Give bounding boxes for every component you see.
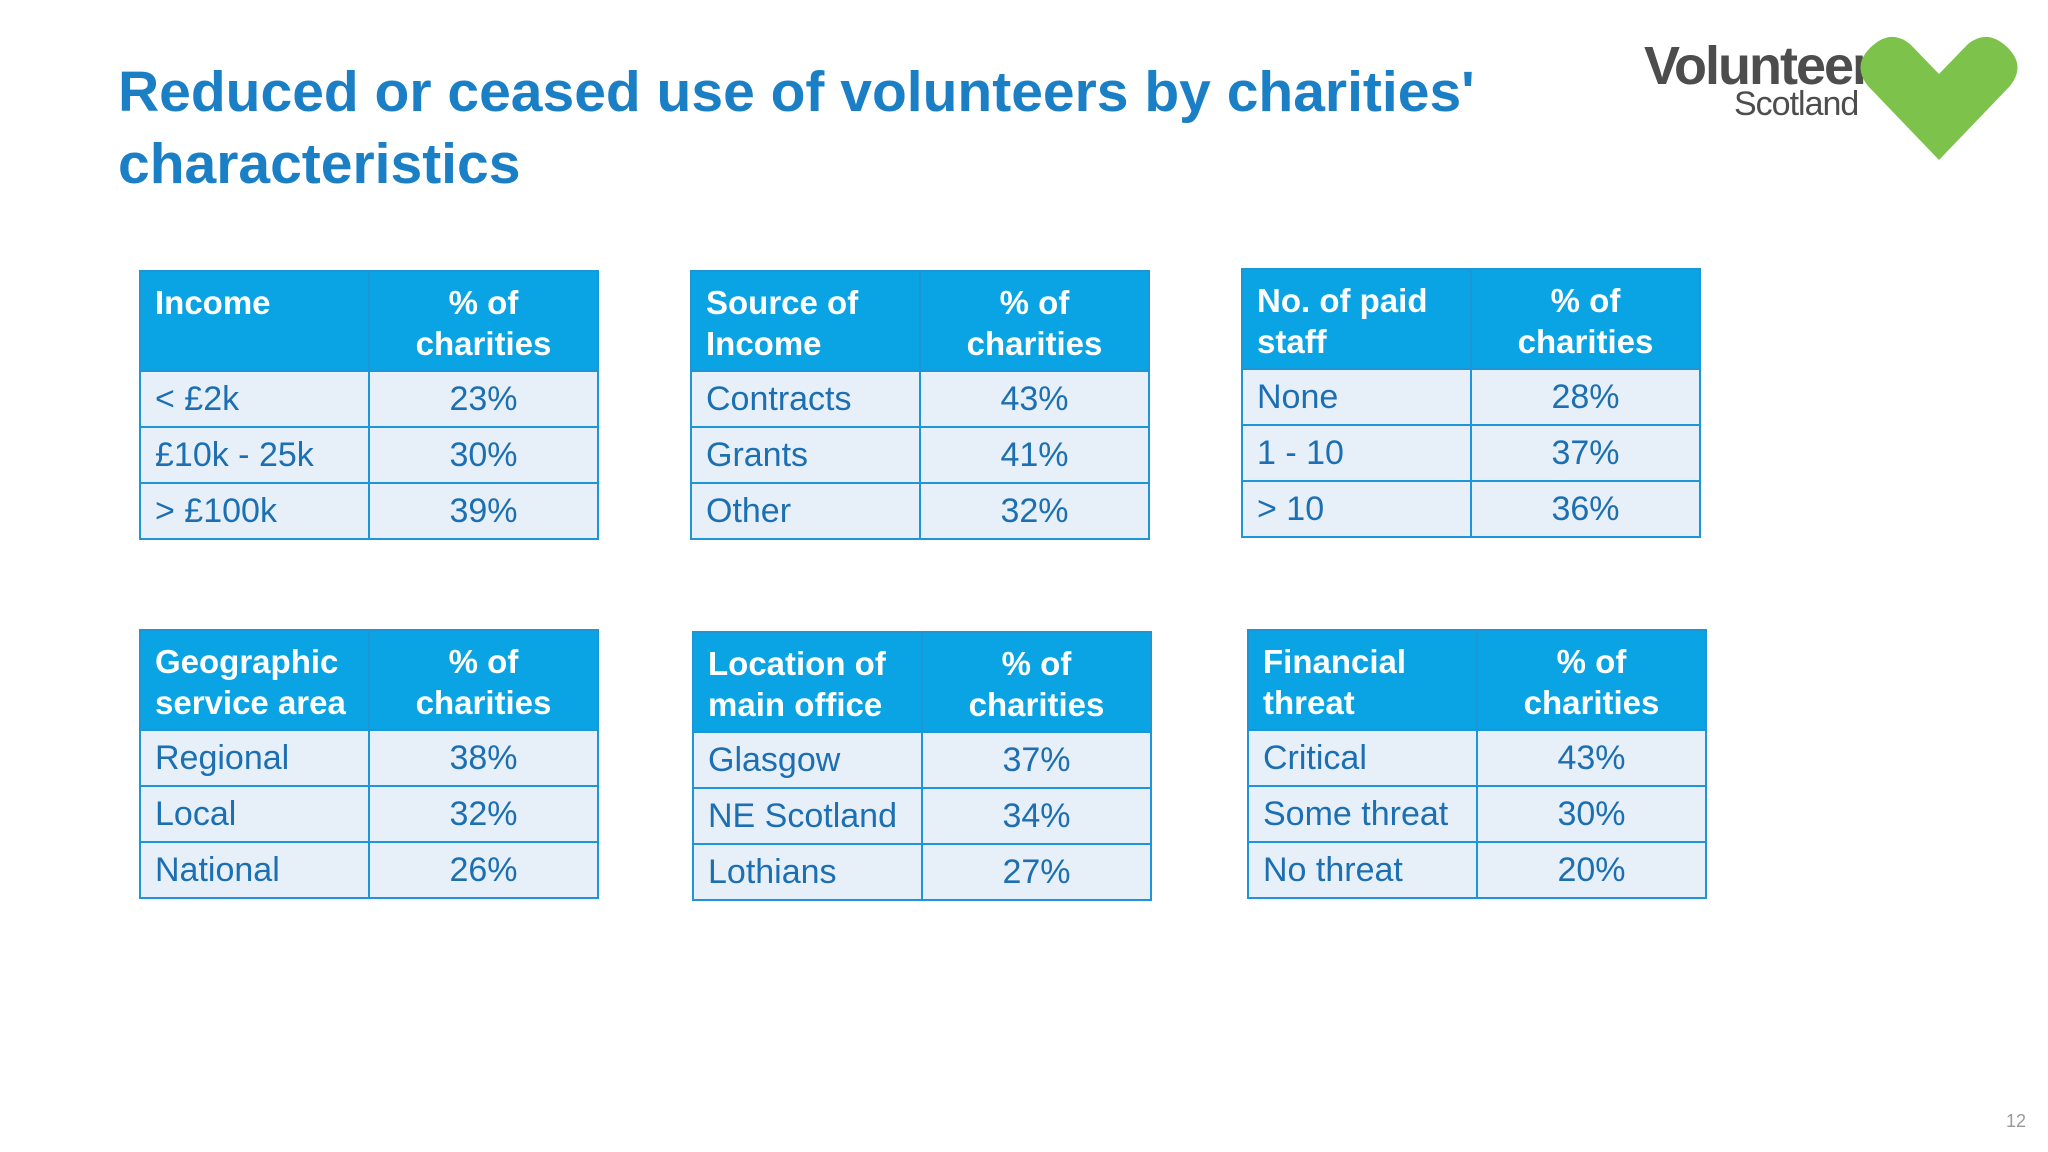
row-label: < £2k — [139, 370, 370, 428]
row-value: 36% — [1470, 480, 1701, 538]
geographic-area-table: Geographic service area % of charities R… — [139, 629, 599, 899]
row-value: 28% — [1470, 368, 1701, 426]
row-label: NE Scotland — [692, 787, 923, 845]
logo-subtitle: Scotland — [1734, 85, 1859, 123]
column-header-category: No. of paid staff — [1241, 268, 1472, 370]
table-row: None 28% — [1241, 368, 1701, 426]
row-label: Some threat — [1247, 785, 1478, 843]
volunteer-scotland-logo: Volunteer Scotland — [1640, 30, 2020, 165]
row-label: No threat — [1247, 841, 1478, 899]
row-label: 1 - 10 — [1241, 424, 1472, 482]
column-header-category: Location of main office — [692, 631, 923, 733]
row-label: £10k - 25k — [139, 426, 370, 484]
row-value: 37% — [921, 731, 1152, 789]
table-header-row: Financial threat % of charities — [1247, 629, 1707, 731]
column-header-percent: % of charities — [368, 270, 599, 372]
row-label: Glasgow — [692, 731, 923, 789]
table-row: NE Scotland 34% — [692, 787, 1152, 845]
row-value: 43% — [1476, 729, 1707, 787]
column-header-percent: % of charities — [921, 631, 1152, 733]
table-row: £10k - 25k 30% — [139, 426, 599, 484]
column-header-category: Income — [139, 270, 370, 372]
table-row: Grants 41% — [690, 426, 1150, 484]
table-header-row: Location of main office % of charities — [692, 631, 1152, 733]
row-value: 32% — [368, 785, 599, 843]
table-row: National 26% — [139, 841, 599, 899]
column-header-category: Geographic service area — [139, 629, 370, 731]
column-header-percent: % of charities — [919, 270, 1150, 372]
heart-icon — [1860, 36, 2018, 161]
table-row: < £2k 23% — [139, 370, 599, 428]
row-label: Contracts — [690, 370, 921, 428]
row-value: 38% — [368, 729, 599, 787]
row-label: Regional — [139, 729, 370, 787]
row-label: Other — [690, 482, 921, 540]
table-row: Lothians 27% — [692, 843, 1152, 901]
row-label: Grants — [690, 426, 921, 484]
table-row: Some threat 30% — [1247, 785, 1707, 843]
column-header-category: Financial threat — [1247, 629, 1478, 731]
table-row: 1 - 10 37% — [1241, 424, 1701, 482]
table-row: No threat 20% — [1247, 841, 1707, 899]
row-label: None — [1241, 368, 1472, 426]
logo-wordmark: Volunteer — [1644, 36, 1873, 96]
paid-staff-table: No. of paid staff % of charities None 28… — [1241, 268, 1701, 538]
row-value: 37% — [1470, 424, 1701, 482]
table-row: Regional 38% — [139, 729, 599, 787]
table-row: Contracts 43% — [690, 370, 1150, 428]
table-header-row: Geographic service area % of charities — [139, 629, 599, 731]
row-value: 27% — [921, 843, 1152, 901]
table-header-row: Source of Income % of charities — [690, 270, 1150, 372]
table-row: Critical 43% — [1247, 729, 1707, 787]
row-label: National — [139, 841, 370, 899]
row-value: 34% — [921, 787, 1152, 845]
table-header-row: Income % of charities — [139, 270, 599, 372]
column-header-percent: % of charities — [1476, 629, 1707, 731]
column-header-category: Source of Income — [690, 270, 921, 372]
row-value: 26% — [368, 841, 599, 899]
table-row: Other 32% — [690, 482, 1150, 540]
income-table: Income % of charities < £2k 23% £10k - 2… — [139, 270, 599, 540]
source-of-income-table: Source of Income % of charities Contract… — [690, 270, 1150, 540]
row-value: 43% — [919, 370, 1150, 428]
row-label: > £100k — [139, 482, 370, 540]
column-header-percent: % of charities — [1470, 268, 1701, 370]
row-value: 32% — [919, 482, 1150, 540]
row-label: > 10 — [1241, 480, 1472, 538]
table-row: Glasgow 37% — [692, 731, 1152, 789]
table-row: Local 32% — [139, 785, 599, 843]
table-row: > 10 36% — [1241, 480, 1701, 538]
row-value: 30% — [368, 426, 599, 484]
row-value: 39% — [368, 482, 599, 540]
row-value: 30% — [1476, 785, 1707, 843]
row-value: 23% — [368, 370, 599, 428]
row-value: 20% — [1476, 841, 1707, 899]
page-number: 12 — [2005, 1111, 2026, 1131]
row-value: 41% — [919, 426, 1150, 484]
row-label: Local — [139, 785, 370, 843]
slide-title: Reduced or ceased use of volunteers by c… — [118, 60, 1475, 196]
row-label: Critical — [1247, 729, 1478, 787]
column-header-percent: % of charities — [368, 629, 599, 731]
table-header-row: No. of paid staff % of charities — [1241, 268, 1701, 370]
financial-threat-table: Financial threat % of charities Critical… — [1247, 629, 1707, 899]
table-row: > £100k 39% — [139, 482, 599, 540]
row-label: Lothians — [692, 843, 923, 901]
main-office-location-table: Location of main office % of charities G… — [692, 631, 1152, 901]
